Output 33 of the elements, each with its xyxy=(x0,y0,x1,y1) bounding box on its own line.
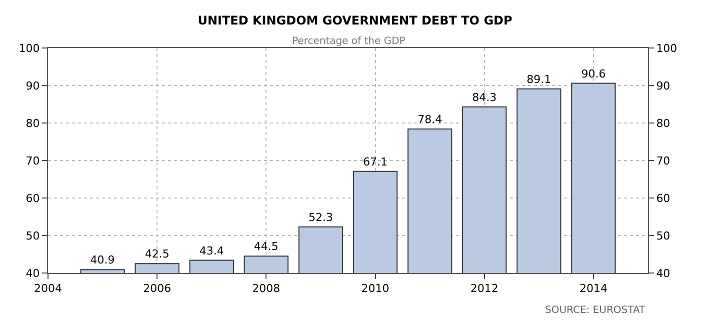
chart-subtitle: Percentage of the GDP xyxy=(292,36,406,47)
y-tick-label: 60 xyxy=(26,192,40,205)
y-tick-label: 80 xyxy=(26,116,40,130)
y-tick-label: 40 xyxy=(26,266,40,280)
data-label: 40.9 xyxy=(90,254,115,267)
data-label: 52.3 xyxy=(308,210,333,224)
data-label: 42.5 xyxy=(144,248,170,261)
data-label: 89.1 xyxy=(526,72,552,86)
x-tick-label: 2010 xyxy=(361,282,390,296)
y2-tick-label: 80 xyxy=(656,116,670,130)
y2-tick-label: 100 xyxy=(656,42,678,55)
x-tick-label: 2012 xyxy=(470,282,498,296)
data-label: 84.3 xyxy=(472,90,497,104)
x-tick-label: 2006 xyxy=(143,282,172,296)
x-tick-label: 2014 xyxy=(579,282,608,296)
y-tick-label: 70 xyxy=(26,154,40,168)
x-tick-label: 2008 xyxy=(252,282,280,296)
y2-tick-label: 90 xyxy=(656,79,670,92)
chart-title: UNITED KINGDOM GOVERNMENT DEBT TO GDP xyxy=(198,14,512,28)
y2-tick-label: 40 xyxy=(656,266,670,280)
x-tick-label: 2004 xyxy=(34,282,62,296)
data-label: 90.6 xyxy=(581,67,606,80)
data-label: 78.4 xyxy=(418,113,442,126)
y-tick-label: 90 xyxy=(26,79,40,92)
y2-tick-label: 60 xyxy=(656,192,670,205)
y-tick-label: 100 xyxy=(18,42,40,55)
data-label: 44.5 xyxy=(254,240,278,254)
data-label: 67.1 xyxy=(363,155,388,168)
y-tick-label: 50 xyxy=(26,229,40,242)
y2-tick-label: 70 xyxy=(656,154,670,168)
data-label: 43.4 xyxy=(199,244,224,258)
source-note: SOURCE: EUROSTAT xyxy=(545,305,646,316)
y2-tick-label: 50 xyxy=(656,229,670,242)
